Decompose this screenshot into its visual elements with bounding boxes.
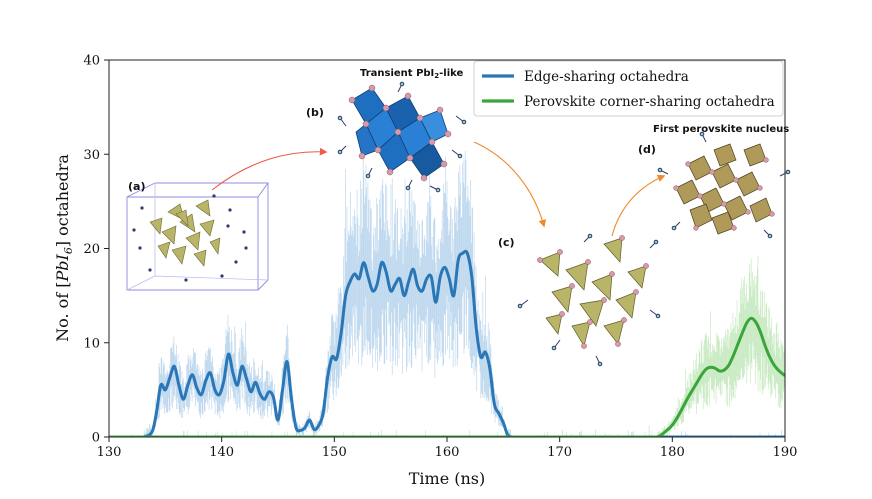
axis-ticks: 130 140 150 160 170 180 190 0 10 20 30 40 xyxy=(83,54,797,461)
x-tick-label: 130 xyxy=(97,445,122,460)
inset-d-label: (d) xyxy=(638,143,656,156)
inset-d-octahedra xyxy=(675,143,773,235)
x-tick-label: 150 xyxy=(322,445,347,460)
arrow-c-to-d xyxy=(611,174,666,237)
inset-c-molecules xyxy=(517,233,661,367)
legend-label-edge-sharing: Edge-sharing octahedra xyxy=(524,69,689,85)
inset-a-molecules xyxy=(132,194,248,282)
inset-a-tetrahedra xyxy=(149,199,221,267)
inset-d-nucleus: First perovskite nucleus (d) xyxy=(638,124,791,239)
x-tick-label: 170 xyxy=(547,445,572,460)
raw-data-layer xyxy=(132,132,785,437)
legend-label-perovskite: Perovskite corner-sharing octahedra xyxy=(524,94,775,110)
y-axis-title: No. of [PbI6] octahedra xyxy=(53,154,75,342)
inset-b-atoms xyxy=(348,84,452,182)
series-line-edge-sharing xyxy=(109,249,785,437)
x-tick-label: 190 xyxy=(773,445,798,460)
series-lines xyxy=(109,249,785,437)
inset-b-edge-sharing-cluster: Transient PbI2-like (b) xyxy=(306,68,467,193)
inset-d-atoms xyxy=(673,157,775,231)
inset-c-atoms xyxy=(537,235,649,349)
legend-box xyxy=(473,60,784,117)
inset-c-cluster: (c) xyxy=(498,233,661,367)
x-tick-label: 140 xyxy=(209,445,234,460)
series-line-perovskite xyxy=(109,316,785,437)
arrow-b-to-c xyxy=(473,141,547,228)
legend: Edge-sharing octahedra Perovskite corner… xyxy=(473,60,784,117)
inset-d-title: First perovskite nucleus xyxy=(653,124,789,135)
arrow-a-to-b xyxy=(211,147,328,191)
y-tick-label: 40 xyxy=(83,54,100,69)
x-axis-title: Time (ns) xyxy=(409,469,486,488)
inset-b-label: (b) xyxy=(306,106,324,119)
x-tick-label: 160 xyxy=(435,445,460,460)
y-tick-label: 0 xyxy=(92,431,100,446)
y-tick-label: 20 xyxy=(83,242,100,257)
inset-c-label: (c) xyxy=(498,236,515,249)
inset-a-simulation-box: (a) xyxy=(126,180,269,291)
y-tick-label: 30 xyxy=(83,148,100,163)
y-tick-label: 10 xyxy=(83,336,100,351)
inset-b-octahedra xyxy=(351,87,449,179)
inset-a-label: (a) xyxy=(128,180,145,193)
x-tick-label: 180 xyxy=(660,445,685,460)
inset-c-tetrahedra xyxy=(539,237,647,347)
inset-d-molecules xyxy=(657,131,791,239)
inset-b-molecules xyxy=(337,81,467,193)
inset-b-title: Transient PbI2-like xyxy=(360,68,464,80)
